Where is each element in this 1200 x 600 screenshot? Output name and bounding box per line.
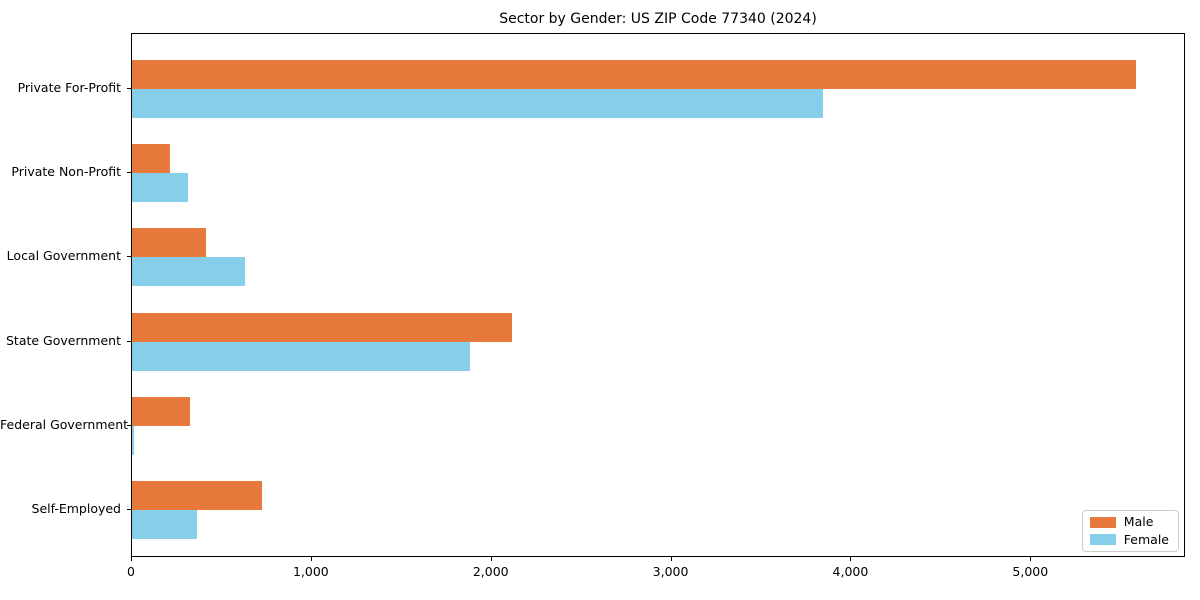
x-tick-label-0: 0 bbox=[127, 564, 135, 579]
y-tick-mark bbox=[127, 340, 131, 342]
bar-female-private-for-profit bbox=[132, 89, 823, 118]
x-tick-label-4000: 4,000 bbox=[832, 564, 869, 579]
y-tick-label-private-for-profit: Private For-Profit bbox=[17, 80, 121, 95]
y-tick-mark bbox=[127, 172, 131, 174]
legend-label-male: Male bbox=[1123, 514, 1154, 529]
x-tick-mark bbox=[670, 557, 672, 561]
y-tick-mark bbox=[127, 509, 131, 510]
bar-female-federal-government bbox=[132, 425, 134, 455]
x-tick-label-2000: 2,000 bbox=[472, 564, 509, 579]
x-tick-label-5000: 5,000 bbox=[1012, 564, 1049, 579]
y-tick-label-local-government: Local Government bbox=[6, 248, 121, 264]
legend-item-male: Male bbox=[1089, 514, 1169, 529]
legend-swatch-female bbox=[1089, 534, 1116, 546]
bar-female-private-non-profit bbox=[132, 173, 188, 203]
x-tick-mark bbox=[490, 557, 492, 561]
plot-area: Male Female bbox=[131, 33, 1185, 557]
x-tick-label-3000: 3,000 bbox=[652, 564, 689, 579]
x-tick-mark bbox=[131, 557, 132, 561]
y-tick-label-self-employed: Self-Employed bbox=[31, 501, 121, 516]
y-tick-label-private-non-profit: Private Non-Profit bbox=[11, 164, 121, 180]
y-tick-label-state-government: State Government bbox=[5, 332, 121, 348]
chart-title: Sector by Gender: US ZIP Code 77340 (202… bbox=[499, 11, 817, 27]
bar-male-federal-government bbox=[132, 396, 190, 426]
bar-male-local-government bbox=[132, 228, 206, 258]
legend-swatch-male bbox=[1089, 516, 1116, 528]
x-tick-mark bbox=[1030, 557, 1032, 561]
legend: Male Female bbox=[1081, 510, 1179, 552]
x-tick-label-1000: 1,000 bbox=[292, 564, 329, 579]
x-tick-mark bbox=[310, 557, 312, 561]
legend-label-female: Female bbox=[1123, 531, 1169, 547]
x-tick-mark bbox=[850, 557, 852, 561]
bar-female-local-government bbox=[132, 257, 246, 287]
bar-male-private-non-profit bbox=[132, 144, 170, 174]
bar-male-self-employed bbox=[132, 481, 262, 510]
y-tick-label-federal-government: Federal Government bbox=[0, 416, 129, 432]
bar-male-state-government bbox=[132, 312, 512, 342]
bar-male-private-for-profit bbox=[132, 60, 1136, 89]
y-tick-mark bbox=[127, 88, 131, 89]
y-tick-mark bbox=[127, 256, 131, 258]
bar-female-self-employed bbox=[132, 510, 197, 539]
bar-female-state-government bbox=[132, 341, 471, 371]
legend-item-female: Female bbox=[1089, 531, 1169, 547]
y-tick-mark bbox=[127, 424, 131, 426]
